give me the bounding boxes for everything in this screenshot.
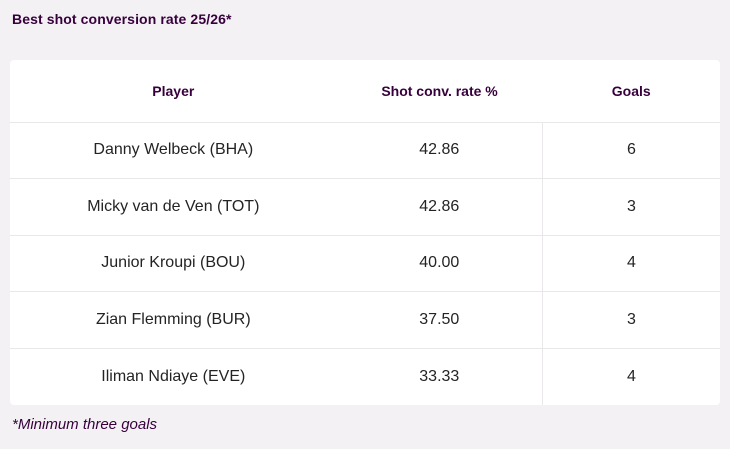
stats-card: Player Shot conv. rate % Goals Danny Wel… — [10, 60, 720, 405]
goals-value: 3 — [541, 291, 720, 349]
column-header-player: Player — [152, 82, 195, 99]
player-name: Iliman Ndiaye (EVE) — [101, 367, 246, 385]
goals-value: 4 — [541, 348, 720, 405]
table-row: Iliman Ndiaye (EVE) 33.33 4 — [10, 348, 720, 405]
table-header-row: Player Shot conv. rate % Goals — [10, 60, 720, 122]
player-name: Junior Kroupi (BOU) — [101, 254, 246, 272]
conversion-rate-value: 42.86 — [419, 141, 460, 159]
conversion-rate-table: Player Shot conv. rate % Goals Danny Wel… — [10, 60, 720, 405]
player-name: Danny Welbeck (BHA) — [93, 141, 254, 159]
column-header-rate: Shot conv. rate % — [381, 82, 498, 99]
conversion-rate-value: 42.86 — [419, 197, 460, 215]
goals-value: 3 — [541, 178, 720, 236]
table-row: Zian Flemming (BUR) 37.50 3 — [10, 291, 720, 349]
column-header-goals: Goals — [611, 82, 651, 99]
conversion-rate-value: 40.00 — [419, 254, 460, 272]
conversion-rate-value: 37.50 — [419, 311, 460, 329]
page-title: Best shot conversion rate 25/26* — [12, 11, 232, 27]
goals-value: 6 — [541, 122, 720, 179]
goals-value: 4 — [541, 235, 720, 292]
footnote: *Minimum three goals — [12, 416, 158, 433]
player-name: Micky van de Ven (TOT) — [87, 197, 260, 215]
conversion-rate-value: 33.33 — [419, 367, 460, 385]
player-name: Zian Flemming (BUR) — [95, 311, 251, 329]
table-row: Junior Kroupi (BOU) 40.00 4 — [10, 235, 720, 292]
table-row: Danny Welbeck (BHA) 42.86 6 — [10, 122, 720, 179]
table-row: Micky van de Ven (TOT) 42.86 3 — [10, 178, 720, 236]
